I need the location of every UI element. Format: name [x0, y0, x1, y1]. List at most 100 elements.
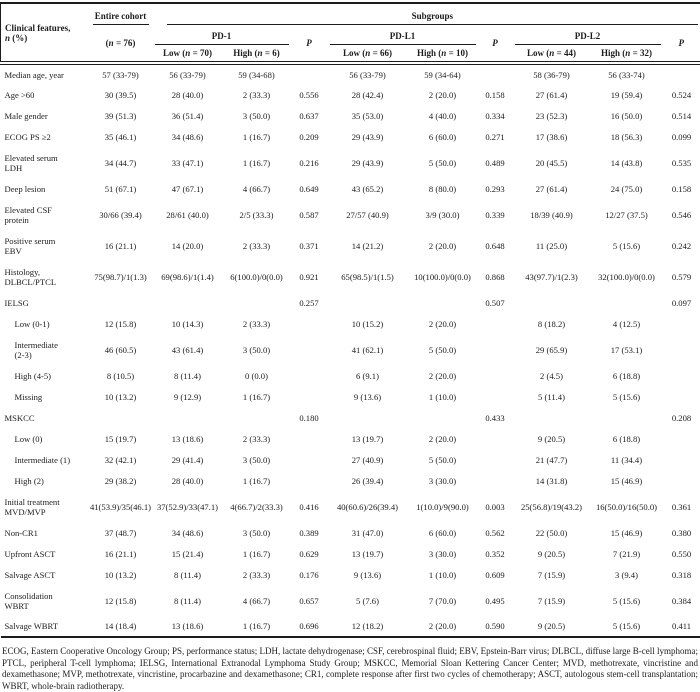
table-cell — [408, 292, 478, 313]
table-cell: 2/5 (33.3) — [223, 199, 291, 230]
table-cell: 0.629 — [291, 543, 328, 564]
table-cell: 14 (20.0) — [153, 230, 223, 261]
row-label-line: Non-CR1 — [5, 528, 88, 538]
table-cell: 34 (44.7) — [89, 147, 153, 178]
table-cell: 5 (11.4) — [513, 386, 591, 407]
n-value: = 44) — [554, 48, 576, 58]
table-cell: 0.097 — [663, 292, 700, 313]
table-cell: 23 (52.3) — [513, 105, 591, 126]
table-cell: 0.209 — [291, 126, 328, 147]
header-entire-cohort-n: (n = 76) — [89, 25, 153, 63]
table-cell: 5 (50.0) — [408, 334, 478, 365]
row-label-line: High (4-5) — [15, 371, 88, 381]
n-value: = 10) — [446, 48, 468, 58]
table-cell: 6 (18.8) — [591, 428, 663, 449]
table-cell: 9 (12.9) — [153, 386, 223, 407]
table-cell: 33 (47.1) — [153, 147, 223, 178]
table-cell: 2 (20.0) — [408, 230, 478, 261]
row-label-line: WBRT — [5, 601, 88, 611]
table-cell: 57 (33-79) — [89, 63, 153, 84]
col-label: High ( — [417, 48, 441, 58]
table-cell: 69(98.6)/1(1.4) — [153, 261, 223, 292]
table-cell: 17 (38.6) — [513, 126, 591, 147]
table-cell: 0.590 — [478, 616, 513, 637]
table-header: Clinical features, n (%) Entire cohort S… — [1, 3, 700, 63]
table-cell: 13 (18.6) — [153, 616, 223, 637]
table-cell: 0.535 — [663, 147, 700, 178]
header-p-pdl2: P — [663, 25, 700, 63]
table-cell: 29 (38.2) — [89, 470, 153, 491]
row-label-line: EBV — [5, 246, 88, 256]
table-cell: 6 (18.8) — [591, 365, 663, 386]
table-cell: 3 (50.0) — [223, 105, 291, 126]
table-cell: 0.657 — [291, 585, 328, 616]
row-label: Male gender — [1, 105, 89, 126]
table-cell — [478, 449, 513, 470]
group-label: PD-L1 — [330, 31, 476, 45]
row-label-line: Low (0-1) — [15, 319, 88, 329]
table-cell: 56 (33-79) — [153, 63, 223, 84]
table-cell: 3 (30.0) — [408, 543, 478, 564]
table-cell: 1 (16.7) — [223, 470, 291, 491]
p-label: P — [492, 38, 498, 48]
row-label: Median age, year — [1, 63, 89, 84]
table-cell: 32 (42.1) — [89, 449, 153, 470]
table-cell: 16(50.0)/16(50.0) — [591, 491, 663, 522]
table-cell: 8 (11.4) — [153, 365, 223, 386]
table-cell: 59 (34-68) — [223, 63, 291, 84]
table-cell — [478, 313, 513, 334]
table-cell: 5 (7.6) — [328, 585, 408, 616]
table-cell: 0.562 — [478, 522, 513, 543]
table-cell — [478, 470, 513, 491]
row-label: Salvage ASCT — [1, 564, 89, 585]
table-cell: 0.637 — [291, 105, 328, 126]
table-cell — [408, 407, 478, 428]
table-cell: 0.416 — [291, 491, 328, 522]
table-cell: 28 (40.0) — [153, 84, 223, 105]
table-cell: 29 (41.4) — [153, 449, 223, 470]
table-cell: 75(98.7)/1(1.3) — [89, 261, 153, 292]
header-clinical-features-line1: Clinical features, — [5, 23, 89, 33]
table-cell: 10 (13.2) — [89, 386, 153, 407]
table-cell — [591, 407, 663, 428]
table-cell: 41 (62.1) — [328, 334, 408, 365]
table-cell: 0.158 — [478, 84, 513, 105]
table-cell: 0.216 — [291, 147, 328, 178]
table-cell: 0.384 — [663, 585, 700, 616]
table-cell: 35 (53.0) — [328, 105, 408, 126]
table-cell: 7 (15.9) — [513, 564, 591, 585]
table-row: Low (0)15 (19.7)13 (18.6)2 (33.3)13 (19.… — [1, 428, 700, 449]
table-cell — [223, 292, 291, 313]
table-cell: 18 (56.3) — [591, 126, 663, 147]
row-label-line: High (2) — [15, 476, 88, 486]
table-cell — [663, 470, 700, 491]
table-cell: 0.180 — [291, 407, 328, 428]
table-cell: 21 (47.7) — [513, 449, 591, 470]
table-cell — [663, 334, 700, 365]
table-cell: 0.579 — [663, 261, 700, 292]
table-cell: 6 (9.1) — [328, 365, 408, 386]
table-cell: 8 (11.4) — [153, 564, 223, 585]
row-label-line: ECOG PS ≥2 — [5, 132, 88, 142]
table-cell: 0.257 — [291, 292, 328, 313]
col-label: High ( — [601, 48, 625, 58]
table-cell: 2 (20.0) — [408, 313, 478, 334]
table-cell: 13 (19.7) — [328, 428, 408, 449]
col-label: Low ( — [527, 48, 549, 58]
table-cell: 2 (20.0) — [408, 365, 478, 386]
table-cell: 9 (20.5) — [513, 543, 591, 564]
row-label-line: Missing — [15, 392, 88, 402]
table-cell: 0.609 — [478, 564, 513, 585]
table-cell: 37(52.9)/33(47.1) — [153, 491, 223, 522]
table-cell: 15 (46.9) — [591, 470, 663, 491]
table-cell: 0.433 — [478, 407, 513, 428]
table-cell: 51 (67.1) — [89, 178, 153, 199]
table-cell: 0.158 — [663, 178, 700, 199]
table-cell: 0.550 — [663, 543, 700, 564]
